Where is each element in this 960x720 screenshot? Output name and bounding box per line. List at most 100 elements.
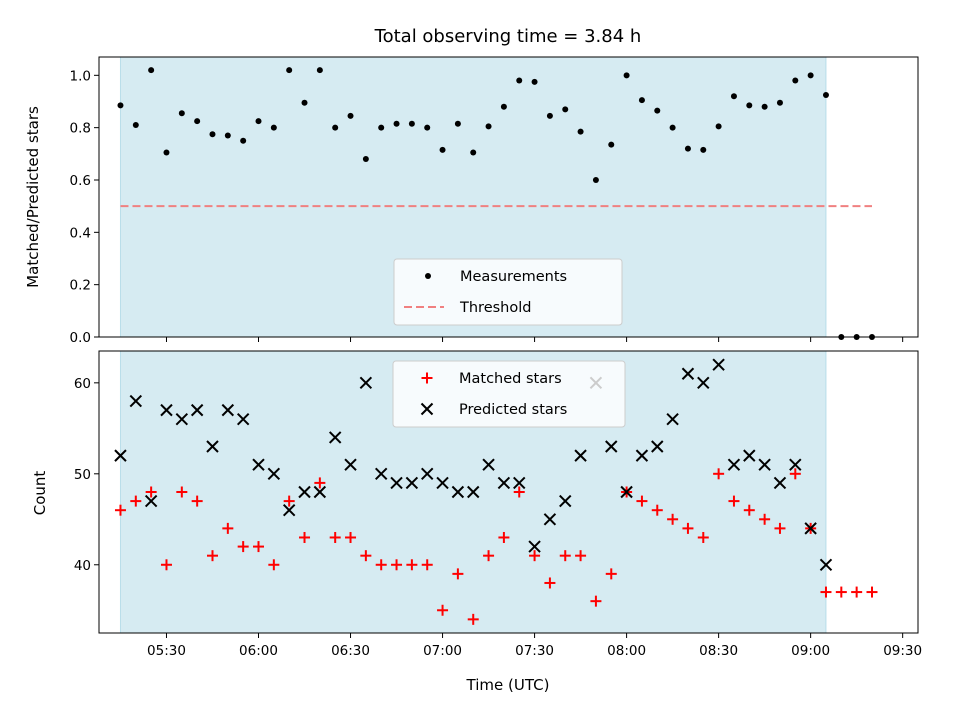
bottom-predicted-stars-point [467, 485, 480, 499]
top-y-tick-label: 0.8 [70, 121, 91, 137]
x-stroke-b [482, 458, 495, 471]
bottom-matched-stars-point [559, 550, 571, 562]
bottom-predicted-stars-point [513, 476, 526, 490]
top-measurements-point [378, 124, 385, 131]
x-stroke-b [405, 476, 419, 490]
bottom-predicted-stars-point [374, 467, 388, 481]
top-measurements-point [332, 124, 339, 131]
x-stroke-b [651, 440, 664, 453]
bottom-predicted-stars-point [436, 476, 449, 490]
bottom-predicted-stars-point [758, 458, 771, 471]
bottom-predicted-stars-point [114, 449, 127, 462]
bottom-predicted-stars-point [804, 522, 817, 535]
legend-predicted-stars-label: Predicted stars [459, 402, 567, 418]
top-measurements-point [347, 112, 354, 119]
bottom-predicted-stars-point [727, 458, 741, 471]
bottom-predicted-stars-point [666, 413, 679, 426]
top-measurements-point [209, 131, 216, 138]
top-measurements-point [516, 77, 523, 84]
legend-matched-stars-label: Matched stars [459, 371, 562, 387]
bottom-matched-stars-point [590, 595, 602, 607]
top-measurements-point [132, 122, 139, 129]
bottom-predicted-stars-point [405, 476, 419, 490]
x-stroke-b [436, 476, 449, 490]
top-measurements-point [270, 124, 277, 131]
bottom-predicted-stars-point [528, 540, 541, 553]
top-measurements-point [562, 106, 569, 113]
bottom-matched-stars-point [575, 550, 587, 562]
bottom-predicted-stars-point [482, 458, 495, 471]
top-measurements-point [715, 123, 722, 130]
bottom-matched-stars-point [314, 477, 326, 489]
x-stroke-b [420, 402, 434, 416]
bottom-predicted-stars-point [712, 358, 725, 371]
bottom-matched-stars-point [421, 559, 433, 571]
bottom-predicted-stars-point [451, 485, 465, 499]
legend-threshold-label: Threshold [459, 300, 531, 316]
bottom-y-axis-label: Count [31, 471, 49, 516]
bottom-matched-stars-point [713, 468, 725, 480]
x-stroke-b [206, 440, 219, 453]
bottom-predicted-stars-point [190, 403, 204, 417]
bottom-matched-stars-point [114, 504, 126, 516]
bottom-matched-stars-point [406, 559, 418, 571]
x-stroke-b [144, 494, 158, 508]
legend-measurements-label: Measurements [460, 269, 567, 285]
bottom-matched-stars-point [452, 568, 464, 580]
x-stroke-b [160, 403, 173, 417]
bottom-matched-stars-point [437, 604, 449, 616]
bottom-predicted-stars-point [773, 476, 787, 490]
top-measurements-point [546, 112, 553, 119]
x-stroke-b [221, 403, 235, 417]
bottom-predicted-stars-point [651, 440, 664, 453]
bottom-matched-stars-point [345, 531, 357, 543]
bottom-predicted-stars-point [344, 458, 357, 471]
bottom-predicted-stars-point [574, 449, 587, 462]
bottom-x-tick-label: 06:00 [239, 643, 278, 659]
bottom-matched-stars-point [774, 522, 786, 534]
x-stroke-b [697, 376, 710, 390]
bottom-predicted-stars-point [421, 467, 434, 481]
bottom-x-tick-label: 05:30 [147, 643, 186, 659]
top-measurements-point [700, 146, 707, 153]
legend-matched-stars-swatch [421, 372, 433, 384]
bottom-predicted-stars-point [252, 458, 265, 471]
bottom-matched-stars-point [145, 486, 157, 498]
top-y-tick-label: 1.0 [70, 68, 91, 84]
top-measurements-point [224, 132, 231, 139]
x-stroke-b [528, 540, 541, 553]
top-y-tick-label: 0.6 [70, 173, 91, 189]
x-stroke-b [236, 413, 250, 426]
bottom-predicted-stars-point [206, 440, 219, 453]
bottom-x-tick-label: 09:00 [791, 643, 830, 659]
x-stroke-b [758, 458, 771, 471]
bottom-predicted-stars-point [497, 476, 511, 490]
bottom-predicted-stars-point [298, 485, 311, 499]
top-measurements-point [776, 99, 783, 106]
x-stroke-b [114, 449, 127, 462]
bottom-matched-stars-point [651, 504, 663, 516]
x-stroke-b [282, 503, 296, 517]
bottom-matched-stars-point [544, 577, 556, 589]
bottom-matched-stars-point [283, 495, 295, 507]
x-stroke-b [819, 558, 833, 571]
x-stroke-b [374, 467, 388, 481]
top-measurements-point [454, 120, 461, 127]
top-measurements-point [316, 67, 323, 74]
bottom-matched-stars-point [743, 504, 755, 516]
top-measurements-point [577, 128, 584, 135]
top-measurements-point [608, 141, 615, 148]
x-stroke-b [390, 476, 403, 490]
top-measurements-point [623, 72, 630, 79]
top-y-axis-label: Matched/Predicted stars [24, 106, 42, 288]
x-stroke-b [513, 476, 526, 490]
top-measurements-point [730, 93, 737, 100]
bottom-matched-stars-point [253, 541, 265, 553]
top-measurements-point [240, 137, 247, 144]
x-stroke-b [328, 431, 342, 444]
bottom-matched-stars-point [789, 468, 801, 480]
bottom-matched-stars-point [513, 486, 525, 498]
x-stroke-b [559, 494, 572, 508]
bottom-y-tick-label: 60 [74, 376, 91, 392]
